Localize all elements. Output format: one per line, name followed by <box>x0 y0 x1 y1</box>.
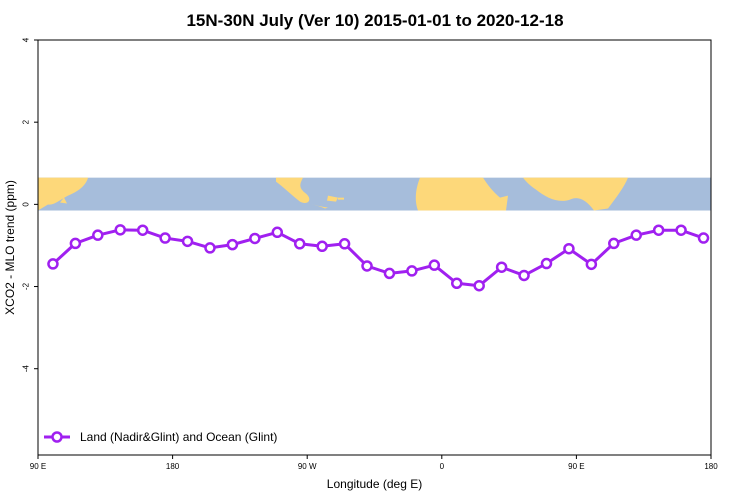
data-point <box>608 237 620 250</box>
data-point <box>540 257 553 270</box>
data-point <box>293 238 306 250</box>
y-axis-label: XCO2 - MLO trend (ppm) <box>3 180 17 315</box>
background-world-map <box>38 177 711 211</box>
map-land <box>338 197 344 200</box>
data-point <box>473 279 485 292</box>
data-point <box>563 242 575 255</box>
data-point <box>406 265 418 277</box>
data-point <box>697 232 710 244</box>
chart-title: 15N-30N July (Ver 10) 2015-01-01 to 2020… <box>186 11 563 30</box>
data-point <box>361 260 373 272</box>
data-point <box>92 229 104 241</box>
data-point <box>495 261 508 273</box>
x-tick-label: 180 <box>166 462 180 471</box>
data-point <box>652 224 665 236</box>
data-point <box>69 237 82 250</box>
data-point <box>47 258 59 270</box>
data-point <box>630 229 642 241</box>
x-tick-label: 90 W <box>298 462 317 471</box>
y-tick-label: 0 <box>22 202 31 207</box>
map-land <box>60 197 67 204</box>
plot-frame <box>37 39 712 456</box>
x-axis: 90 E 180 90 W 0 90 E 180 <box>30 455 718 471</box>
map-land <box>276 177 310 203</box>
data-point <box>585 258 598 271</box>
x-tick-label: 90 E <box>30 462 46 471</box>
data-point <box>136 224 149 236</box>
y-axis: 4 2 0 -2 -4 <box>22 37 38 373</box>
data-point <box>181 235 194 248</box>
map-land <box>38 177 88 211</box>
x-tick-label: 90 E <box>568 462 584 471</box>
x-tick-label: 180 <box>704 462 718 471</box>
data-point <box>428 259 441 271</box>
legend: Land (Nadir&Glint) and Ocean (Glint) <box>44 430 277 444</box>
data-point <box>271 226 284 239</box>
x-axis-label: Longitude (deg E) <box>327 477 422 491</box>
data-point <box>204 242 216 254</box>
map-land <box>523 177 628 211</box>
x-tick-label: 0 <box>440 462 445 471</box>
data-point <box>159 232 171 244</box>
map-land <box>415 177 508 211</box>
y-tick-label: 4 <box>22 37 31 42</box>
series-layer <box>47 224 710 292</box>
data-point <box>114 224 127 236</box>
data-point <box>226 238 239 251</box>
data-point <box>383 267 396 280</box>
data-point <box>518 269 530 282</box>
data-point <box>316 240 328 253</box>
series-line <box>51 228 705 288</box>
map-land <box>296 195 328 209</box>
data-point <box>338 238 351 250</box>
data-point <box>675 224 687 236</box>
y-tick-label: -4 <box>22 365 31 373</box>
legend-marker <box>51 431 63 443</box>
map-land <box>327 195 338 202</box>
y-tick-label: -2 <box>22 282 31 290</box>
y-tick-label: 2 <box>22 119 31 124</box>
data-point <box>451 277 463 289</box>
legend-label: Land (Nadir&Glint) and Ocean (Glint) <box>80 430 277 444</box>
data-point <box>249 232 261 245</box>
